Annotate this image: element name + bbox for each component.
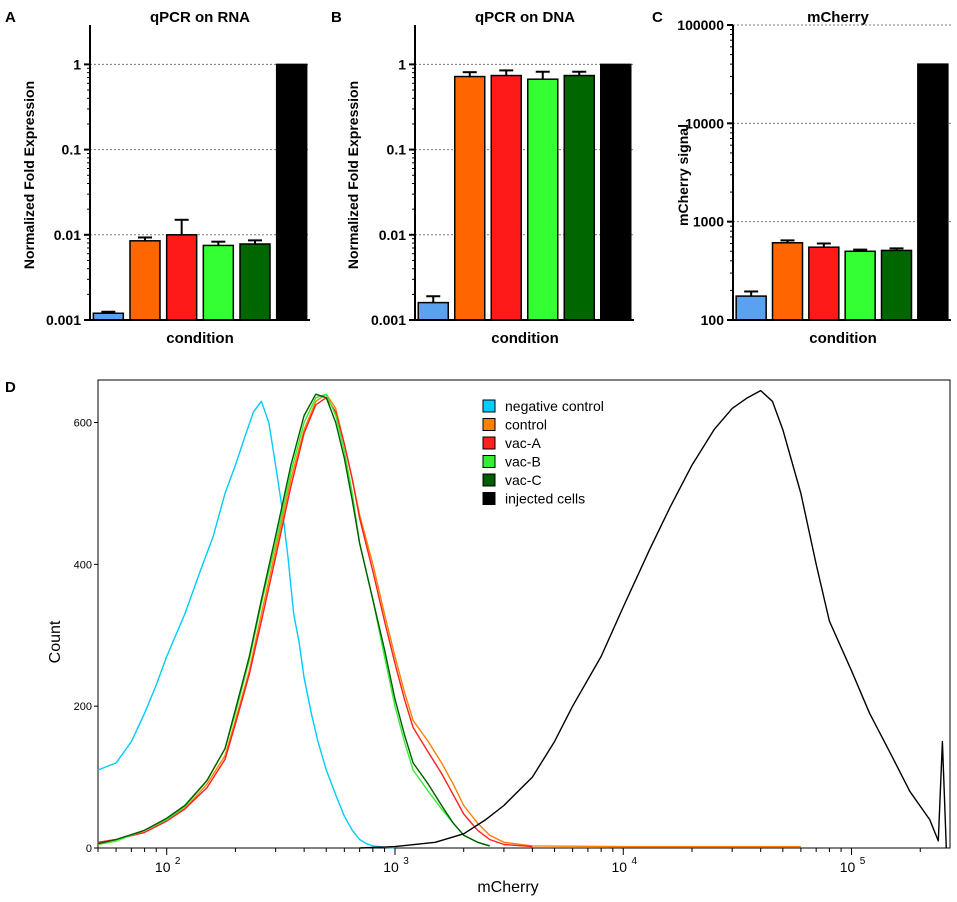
panel-a-label: A: [5, 9, 16, 26]
series-line: [97, 393, 490, 847]
bar: [239, 243, 271, 321]
bar: [527, 78, 559, 321]
panel-a-xlabel: condition: [166, 330, 234, 347]
series-line: [97, 397, 533, 848]
series-line: [97, 393, 801, 848]
panel-b-ylabel: Normalized Fold Expression: [345, 81, 361, 269]
bar: [202, 244, 235, 321]
panel-c: C mCherry mCherry signal condition 100 10…: [652, 9, 951, 347]
bar: [129, 240, 161, 321]
x-tick-label: 10: [611, 859, 627, 875]
x-tick-label: 10: [155, 859, 171, 875]
panel-a-title: qPCR on RNA: [150, 9, 250, 26]
legend-swatch: [482, 418, 496, 431]
bar: [771, 242, 804, 321]
panel-d-label: D: [5, 379, 16, 396]
y-tick-label: 0.01: [379, 227, 406, 243]
bar: [844, 250, 876, 321]
y-tick-label: 0.01: [54, 227, 81, 243]
panel-b-xlabel: condition: [491, 330, 559, 347]
y-tick-label: 0.001: [46, 312, 81, 328]
panel-b: B qPCR on DNA Normalized Fold Expression…: [331, 9, 634, 347]
panel-d: D Count mCherry 0 200 400 600 10 2 10 3 10 4 10 5 n…: [5, 379, 951, 896]
bar: [490, 74, 522, 321]
legend-swatch: [482, 436, 496, 450]
bar: [92, 312, 125, 321]
bar: [275, 63, 308, 321]
y-tick-label: 400: [74, 559, 92, 571]
legend-label: vac-A: [505, 435, 541, 451]
panel-d-xlabel: mCherry: [477, 879, 538, 896]
panel-c-title: mCherry: [807, 9, 869, 26]
y-tick-label: 1: [73, 56, 81, 72]
y-tick-label: 1000: [693, 214, 724, 230]
panel-a: A qPCR on RNA Normalized Fold Expression…: [5, 9, 310, 347]
series-line: [97, 400, 396, 849]
y-tick-label: 100000: [677, 17, 724, 33]
legend-label: control: [505, 417, 547, 433]
x-tick-exponent: 5: [860, 856, 866, 867]
bar: [808, 246, 840, 321]
y-tick-label: 200: [74, 701, 92, 713]
y-tick-label: 0.1: [387, 142, 407, 158]
panel-d-ylabel: Count: [47, 620, 64, 663]
x-tick-exponent: 3: [403, 856, 409, 867]
series-line: [97, 393, 490, 847]
plot-frame: [97, 379, 951, 849]
legend-swatch: [482, 399, 496, 413]
series-line: [359, 389, 947, 849]
bar: [454, 75, 486, 321]
bar: [417, 301, 449, 321]
panel-b-label: B: [331, 9, 342, 26]
bar: [563, 74, 595, 321]
y-tick-label: 10000: [685, 115, 724, 131]
y-tick-label: 0.1: [62, 142, 82, 158]
panel-c-xlabel: condition: [809, 330, 877, 347]
y-tick-label: 100: [701, 312, 725, 328]
y-tick-label: 0.001: [371, 312, 406, 328]
legend-label: injected cells: [505, 491, 585, 507]
panel-c-ylabel: mCherry signal: [675, 124, 691, 226]
bar: [600, 63, 632, 321]
legend-swatch: [482, 455, 496, 468]
panel-a-ylabel: Normalized Fold Expression: [21, 81, 37, 269]
panel-c-label: C: [652, 9, 663, 26]
x-tick-exponent: 4: [631, 856, 637, 867]
y-tick-label: 1: [398, 56, 406, 72]
legend-label: vac-C: [505, 472, 542, 488]
panel-b-title: qPCR on DNA: [475, 9, 575, 26]
y-tick-label: 600: [74, 418, 92, 430]
legend-label: vac-B: [505, 454, 541, 470]
bar: [880, 249, 913, 321]
legend-label: negative control: [505, 398, 604, 414]
x-tick-label: 10: [840, 859, 856, 875]
bar: [735, 295, 767, 321]
x-tick-label: 10: [383, 859, 399, 875]
bar: [917, 63, 949, 321]
legend-swatch: [482, 473, 496, 487]
legend-swatch: [482, 492, 496, 505]
x-tick-exponent: 2: [175, 856, 181, 867]
bar: [165, 234, 198, 321]
y-tick-label: 0: [86, 843, 92, 855]
